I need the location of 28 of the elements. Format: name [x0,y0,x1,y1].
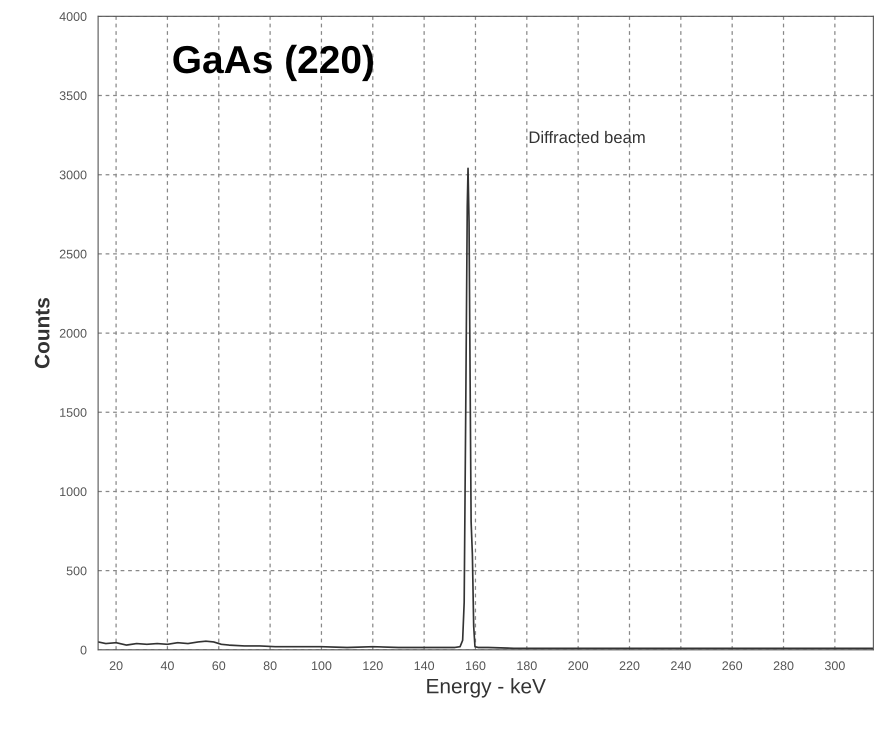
y-tick-label: 4000 [59,12,87,21]
x-tick-label: 180 [517,661,537,670]
x-axis-title: Energy - keV [427,678,546,698]
x-tick-label: 140 [414,661,434,670]
annotation: Diffracted beam [530,130,645,144]
x-tick-label: 280 [774,661,794,670]
y-tick-label: 500 [66,566,87,576]
y-tick-label: 1000 [60,487,87,496]
y-tick-label: 1500 [60,408,87,417]
x-tick-label: 80 [264,661,277,670]
y-tick-label: 2000 [60,328,87,338]
x-tick-label: 120 [363,661,383,670]
x-tick-label: 60 [212,661,226,670]
x-tick-label: 240 [671,661,691,670]
x-tick-label: 260 [722,661,742,670]
y-tick-label: 3500 [60,91,87,100]
y-tick-label: 2500 [60,250,87,259]
y-tick-label: 0 [80,646,87,655]
y-axis-title: Counts [34,298,50,368]
x-tick-label: 100 [312,661,332,670]
x-tick-label: 160 [466,661,486,670]
x-tick-label: 220 [620,661,640,670]
y-tick-label: 3000 [60,170,87,180]
x-tick-label: 300 [824,661,845,670]
text: GaAs (220) [173,44,374,82]
x-tick-label: 200 [568,661,588,670]
x-tick-label: 40 [160,661,174,670]
x-tick-label: 20 [110,661,123,670]
